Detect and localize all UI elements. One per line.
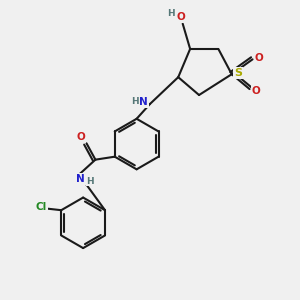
Text: H: H: [87, 177, 94, 186]
Text: S: S: [234, 68, 242, 78]
Text: H: H: [168, 9, 175, 18]
Text: H: H: [131, 97, 138, 106]
Text: Cl: Cl: [36, 202, 47, 212]
Text: O: O: [252, 85, 260, 96]
Text: N: N: [76, 174, 85, 184]
Text: O: O: [255, 53, 263, 63]
Text: O: O: [77, 132, 85, 142]
Text: N: N: [139, 98, 148, 107]
Text: O: O: [177, 12, 186, 22]
